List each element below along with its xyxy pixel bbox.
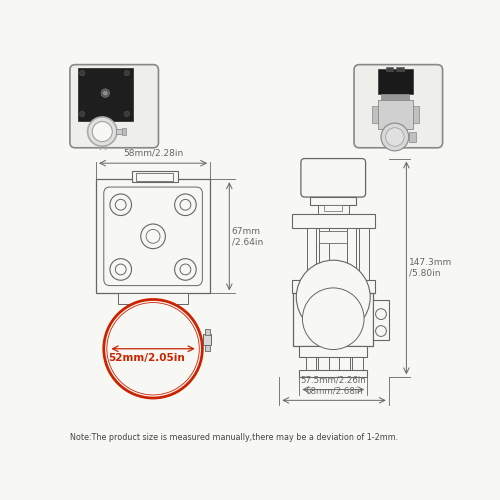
- Bar: [381, 94, 408, 100]
- Bar: [122, 128, 126, 136]
- Bar: [374, 300, 388, 341]
- Text: 147.3mm
/5.80in: 147.3mm /5.80in: [408, 258, 452, 278]
- Circle shape: [80, 111, 85, 116]
- Bar: [352, 357, 362, 370]
- Circle shape: [180, 200, 191, 210]
- Bar: [318, 205, 348, 214]
- Circle shape: [116, 264, 126, 275]
- Circle shape: [110, 194, 132, 216]
- Circle shape: [296, 260, 370, 334]
- Circle shape: [180, 264, 191, 275]
- Bar: [340, 357, 350, 370]
- Bar: [206, 345, 210, 351]
- Circle shape: [110, 258, 132, 280]
- FancyBboxPatch shape: [70, 64, 158, 148]
- Bar: [306, 357, 316, 370]
- Bar: [396, 67, 404, 71]
- FancyBboxPatch shape: [301, 158, 366, 197]
- Circle shape: [104, 300, 202, 398]
- Bar: [378, 100, 412, 130]
- Circle shape: [381, 123, 408, 151]
- Bar: [300, 370, 367, 377]
- Bar: [300, 346, 367, 357]
- Circle shape: [80, 70, 85, 76]
- Circle shape: [376, 326, 386, 336]
- Circle shape: [88, 117, 117, 146]
- Bar: [372, 106, 378, 123]
- Text: 68mm/2.68in: 68mm/2.68in: [305, 386, 363, 396]
- Circle shape: [101, 89, 110, 98]
- Circle shape: [386, 128, 404, 146]
- Bar: [412, 106, 418, 123]
- FancyBboxPatch shape: [104, 187, 202, 286]
- FancyBboxPatch shape: [354, 64, 442, 148]
- Bar: [386, 67, 394, 71]
- Bar: [324, 205, 342, 211]
- Bar: [136, 173, 173, 181]
- Circle shape: [146, 230, 160, 243]
- Bar: [116, 130, 124, 134]
- Circle shape: [141, 224, 166, 248]
- Bar: [320, 231, 347, 243]
- Bar: [320, 228, 328, 280]
- Bar: [378, 69, 412, 94]
- Bar: [408, 132, 416, 142]
- Circle shape: [174, 258, 196, 280]
- Bar: [292, 214, 375, 228]
- Circle shape: [124, 70, 130, 76]
- Bar: [118, 294, 188, 304]
- Text: 67mm
/2.64in: 67mm /2.64in: [232, 226, 263, 246]
- Bar: [292, 280, 375, 292]
- Circle shape: [104, 91, 108, 95]
- Bar: [78, 68, 133, 121]
- Text: 52mm/2.05in: 52mm/2.05in: [108, 353, 186, 363]
- Bar: [96, 180, 210, 294]
- Text: Note:The product size is measured manually,there may be a deviation of 1-2mm.: Note:The product size is measured manual…: [70, 433, 398, 442]
- Circle shape: [124, 111, 130, 116]
- Text: 57.5mm/2.26in: 57.5mm/2.26in: [300, 376, 366, 385]
- Bar: [132, 171, 178, 181]
- Circle shape: [116, 200, 126, 210]
- Bar: [206, 328, 210, 335]
- Bar: [293, 292, 374, 346]
- Text: 58mm/2.28in: 58mm/2.28in: [123, 149, 183, 158]
- Bar: [360, 228, 368, 280]
- Bar: [347, 228, 356, 280]
- Circle shape: [302, 288, 364, 350]
- Bar: [318, 357, 328, 370]
- Circle shape: [376, 308, 386, 320]
- Circle shape: [92, 122, 112, 142]
- Bar: [310, 197, 356, 205]
- Bar: [203, 334, 211, 345]
- Bar: [307, 228, 316, 280]
- Circle shape: [174, 194, 196, 216]
